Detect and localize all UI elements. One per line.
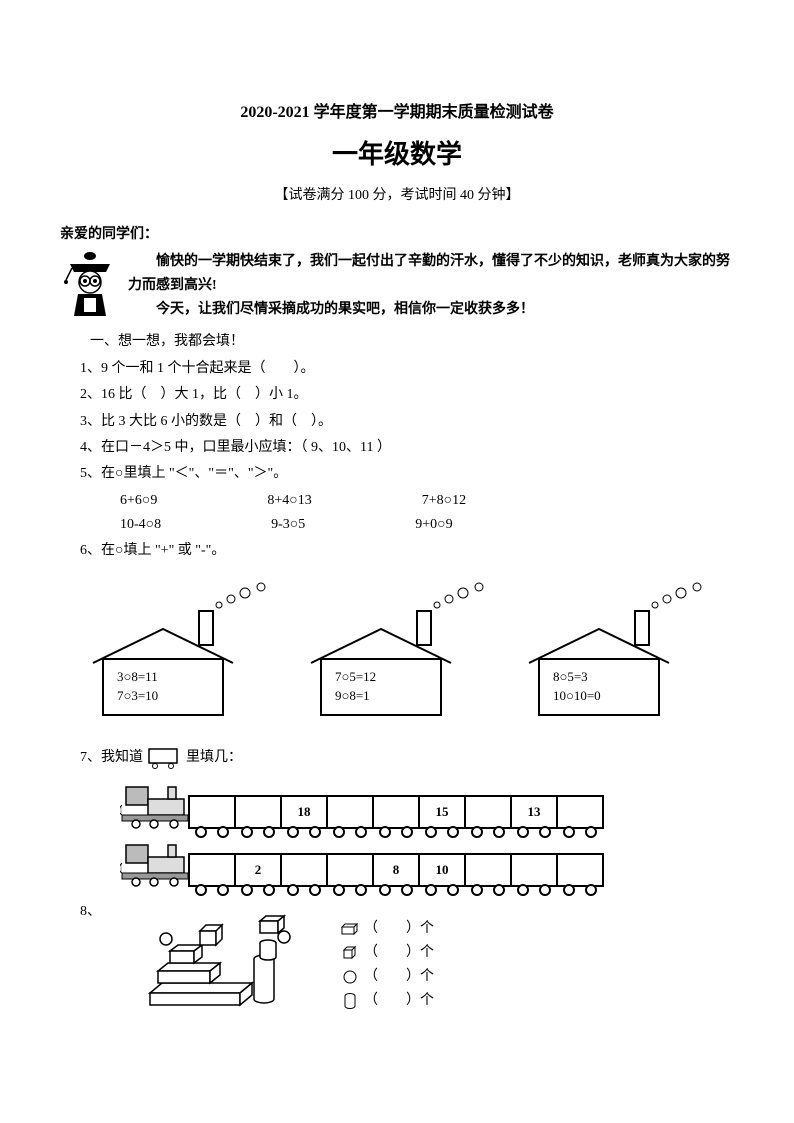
greeting-para1: 愉快的一学期快结束了，我们一起付出了辛勤的汗水，懂得了不少的知识，老师真为大家的… bbox=[128, 250, 734, 298]
greeting-para2: 今天，让我们尽情采摘成功的果实吧，相信你一定收获多多！ bbox=[128, 298, 734, 322]
locomotive-icon bbox=[120, 777, 190, 829]
house-svg-2 bbox=[307, 581, 487, 731]
count-cylinder-text: （ ）个 bbox=[364, 990, 434, 1012]
locomotive-icon bbox=[120, 835, 190, 887]
house-svg-3 bbox=[525, 581, 705, 731]
houses-row: 3○8=11 7○3=10 7○5=12 9○8=1 bbox=[80, 581, 714, 731]
train-car: 15 bbox=[418, 795, 466, 829]
train-car bbox=[326, 853, 374, 887]
count-sphere-text: （ ）个 bbox=[364, 966, 434, 988]
count-cube-text: （ ）个 bbox=[364, 942, 434, 964]
q5-row1: 6+6○9 8+4○13 7+8○12 bbox=[120, 490, 734, 512]
count-row-cylinder: （ ）个 bbox=[340, 989, 434, 1013]
house3-line2: 10○10=0 bbox=[553, 686, 601, 706]
question-8: 8、 bbox=[60, 901, 734, 1041]
question-1: 1、9 个一和 1 个十合起来是（ ）。 bbox=[80, 358, 734, 380]
q5-r1-b: 8+4○13 bbox=[267, 490, 311, 512]
q5-r2-b: 9-3○5 bbox=[271, 514, 305, 536]
q8-label: 8、 bbox=[80, 901, 140, 923]
train-car bbox=[188, 853, 236, 887]
train-car: 18 bbox=[280, 795, 328, 829]
train-car bbox=[280, 853, 328, 887]
train-car bbox=[464, 795, 512, 829]
section1-title: 一、想一想，我都会填！ bbox=[90, 331, 734, 353]
exam-header-line2: 一年级数学 bbox=[60, 134, 734, 176]
question-3: 3、比 3 大比 6 小的数是（ ）和（ ）。 bbox=[80, 411, 734, 433]
house1-line2: 7○3=10 bbox=[117, 686, 158, 706]
exam-meta: 【试卷满分 100 分，考试时间 40 分钟】 bbox=[60, 185, 734, 207]
question-4: 4、在口－4＞5 中，口里最小应填：（ 9、10、11 ） bbox=[80, 437, 734, 459]
house2-line2: 9○8=1 bbox=[335, 686, 376, 706]
train-car bbox=[464, 853, 512, 887]
graduate-icon bbox=[60, 250, 120, 320]
cuboid-icon bbox=[340, 920, 360, 938]
shape-counts: （ ）个 （ ）个 （ ）个 （ ）个 bbox=[340, 917, 434, 1013]
train-car bbox=[234, 795, 282, 829]
blocks-diagram bbox=[140, 901, 310, 1041]
small-car-icon bbox=[147, 747, 183, 769]
count-row-cube: （ ）个 bbox=[340, 941, 434, 965]
exam-header-line1: 2020-2021 学年度第一学期期末质量检测试卷 bbox=[60, 100, 734, 126]
q5-r2-c: 9+0○9 bbox=[415, 514, 452, 536]
q7-suffix: 里填几： bbox=[186, 750, 242, 765]
train-car bbox=[556, 795, 604, 829]
train-car: 10 bbox=[418, 853, 466, 887]
q5-row2: 10-4○8 9-3○5 9+0○9 bbox=[120, 514, 734, 536]
count-cuboid-text: （ ）个 bbox=[364, 918, 434, 940]
house1-line1: 3○8=11 bbox=[117, 667, 158, 687]
count-row-sphere: （ ）个 bbox=[340, 965, 434, 989]
question-5: 5、在○里填上 "＜"、"＝"、"＞"。 bbox=[80, 463, 734, 485]
question-6: 6、在○填上 "+" 或 "-"。 bbox=[80, 540, 734, 562]
train-car bbox=[556, 853, 604, 887]
q5-r1-a: 6+6○9 bbox=[120, 490, 157, 512]
house-3: 8○5=3 10○10=0 bbox=[525, 581, 705, 731]
house-svg-1 bbox=[89, 581, 269, 731]
train-car: 8 bbox=[372, 853, 420, 887]
greeting-block: 愉快的一学期快结束了，我们一起付出了辛勤的汗水，懂得了不少的知识，老师真为大家的… bbox=[60, 250, 734, 321]
train-car bbox=[510, 853, 558, 887]
greeting-title: 亲爱的同学们： bbox=[60, 224, 734, 246]
train-car: 13 bbox=[510, 795, 558, 829]
house-1: 3○8=11 7○3=10 bbox=[89, 581, 269, 731]
q5-r1-c: 7+8○12 bbox=[422, 490, 466, 512]
sphere-icon bbox=[340, 968, 360, 986]
train-car: 2 bbox=[234, 853, 282, 887]
question-2: 2、16 比（ ）大 1，比（ ）小 1。 bbox=[80, 384, 734, 406]
cube-icon bbox=[340, 944, 360, 962]
count-row-cuboid: （ ）个 bbox=[340, 917, 434, 941]
q7-prefix: 7、我知道 bbox=[80, 750, 143, 765]
train-row-2: 2 8 10 bbox=[120, 831, 734, 887]
house3-line1: 8○5=3 bbox=[553, 667, 601, 687]
train-row-1: 18 15 13 bbox=[120, 773, 734, 829]
question-7: 7、我知道 里填几： bbox=[80, 747, 734, 770]
house2-line1: 7○5=12 bbox=[335, 667, 376, 687]
house-2: 7○5=12 9○8=1 bbox=[307, 581, 487, 731]
greeting-text: 愉快的一学期快结束了，我们一起付出了辛勤的汗水，懂得了不少的知识，老师真为大家的… bbox=[128, 250, 734, 321]
trains: 18 15 13 2 8 10 bbox=[120, 773, 734, 887]
train-car bbox=[326, 795, 374, 829]
cylinder-icon bbox=[340, 992, 360, 1010]
train-car bbox=[372, 795, 420, 829]
train-car bbox=[188, 795, 236, 829]
q5-r2-a: 10-4○8 bbox=[120, 514, 161, 536]
